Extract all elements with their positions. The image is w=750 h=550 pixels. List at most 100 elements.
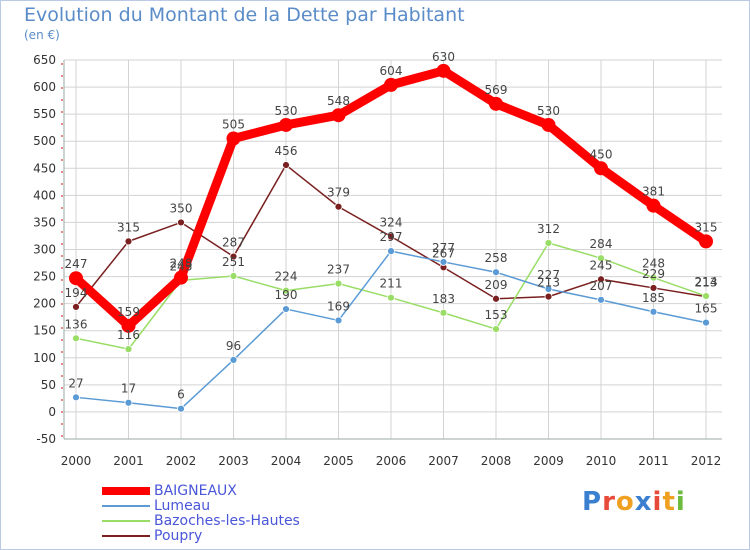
data-point [646, 198, 661, 213]
data-label: 17 [121, 382, 136, 396]
data-point [177, 404, 185, 413]
data-label: 247 [65, 257, 88, 271]
y-tick-label: 550 [33, 107, 56, 121]
data-label: 277 [432, 241, 455, 255]
data-label: 183 [432, 292, 455, 306]
data-point [229, 252, 238, 261]
data-label: 350 [170, 201, 193, 215]
data-point [544, 239, 553, 247]
data-point [229, 272, 238, 280]
data-point [544, 292, 553, 301]
data-point [597, 275, 605, 284]
data-point [649, 284, 658, 292]
data-point [387, 232, 395, 241]
data-point [436, 63, 451, 78]
data-point [699, 234, 713, 249]
data-label: 116 [117, 328, 140, 342]
data-label: 207 [590, 279, 613, 293]
data-label: 190 [275, 288, 298, 302]
data-point [702, 292, 710, 300]
data-label: 287 [222, 236, 245, 250]
data-label: 194 [65, 286, 88, 300]
x-tick-label: 2007 [428, 454, 459, 468]
x-tick-label: 2008 [481, 454, 512, 468]
data-point [174, 270, 188, 285]
data-label: 224 [275, 270, 298, 284]
data-point [541, 117, 556, 132]
data-point [387, 247, 395, 256]
y-tick-label: 650 [33, 53, 56, 67]
x-tick-label: 2009 [533, 454, 564, 468]
legend-label: Poupry [154, 528, 203, 544]
data-label: 243 [170, 259, 193, 273]
chart-subtitle: (en €) [24, 28, 60, 42]
data-label: 159 [117, 305, 140, 319]
data-label: 312 [537, 222, 560, 236]
data-label: 450 [590, 147, 613, 161]
data-point [489, 96, 503, 111]
data-label: 284 [590, 237, 613, 251]
data-point [226, 131, 241, 146]
data-label: 548 [327, 94, 350, 108]
data-label: 248 [170, 257, 193, 271]
data-label: 258 [485, 251, 508, 265]
data-label: 209 [485, 278, 508, 292]
data-label: 381 [642, 185, 665, 199]
x-tick-label: 2002 [166, 454, 197, 468]
x-tick-label: 2011 [638, 454, 669, 468]
data-label: 530 [537, 104, 560, 118]
data-label: 185 [642, 291, 665, 305]
data-point [331, 108, 346, 123]
chart-title: Evolution du Montant de la Dette par Hab… [24, 4, 465, 26]
data-label: 569 [485, 83, 508, 97]
data-label: 169 [327, 299, 350, 313]
data-label: 297 [380, 230, 403, 244]
data-point [544, 285, 553, 293]
y-tick-label: 600 [33, 80, 56, 94]
data-label: 324 [380, 216, 403, 230]
data-label: 456 [275, 144, 298, 158]
y-tick-label: 450 [33, 161, 56, 175]
data-label: 630 [432, 50, 455, 64]
data-label: 214 [695, 275, 718, 289]
data-point [282, 305, 290, 313]
data-point [124, 398, 133, 407]
data-label: 505 [222, 118, 245, 132]
data-point [282, 161, 290, 169]
data-point [72, 393, 80, 402]
data-label: 213 [695, 276, 718, 290]
y-tick-label: 250 [33, 270, 56, 284]
data-point [492, 294, 500, 303]
x-tick-label: 2010 [586, 454, 617, 468]
legend-label: Lumeau [154, 498, 211, 514]
data-point [597, 295, 605, 304]
x-tick-label: 2005 [323, 454, 354, 468]
y-tick-label: 100 [33, 351, 56, 365]
data-point [492, 325, 500, 333]
data-label: 96 [226, 339, 241, 353]
y-tick-label: 0 [48, 405, 56, 419]
data-point [702, 318, 710, 327]
data-point [121, 318, 136, 333]
data-point [72, 302, 80, 311]
data-label: 213 [537, 276, 560, 290]
data-point [649, 273, 658, 282]
data-label: 229 [642, 267, 665, 281]
data-point [69, 271, 83, 286]
legend-swatch [102, 535, 150, 537]
x-tick-label: 2001 [113, 454, 144, 468]
data-label: 227 [537, 268, 560, 282]
data-point [72, 334, 80, 343]
data-label: 604 [380, 64, 403, 78]
data-label: 379 [327, 186, 350, 200]
data-point [124, 345, 133, 354]
y-tick-label: 400 [33, 188, 56, 202]
data-label: 245 [590, 258, 613, 272]
data-point [594, 161, 608, 176]
data-point [279, 117, 293, 132]
legend-swatch [102, 487, 150, 495]
data-label: 248 [642, 257, 665, 271]
y-tick-label: 500 [33, 134, 56, 148]
